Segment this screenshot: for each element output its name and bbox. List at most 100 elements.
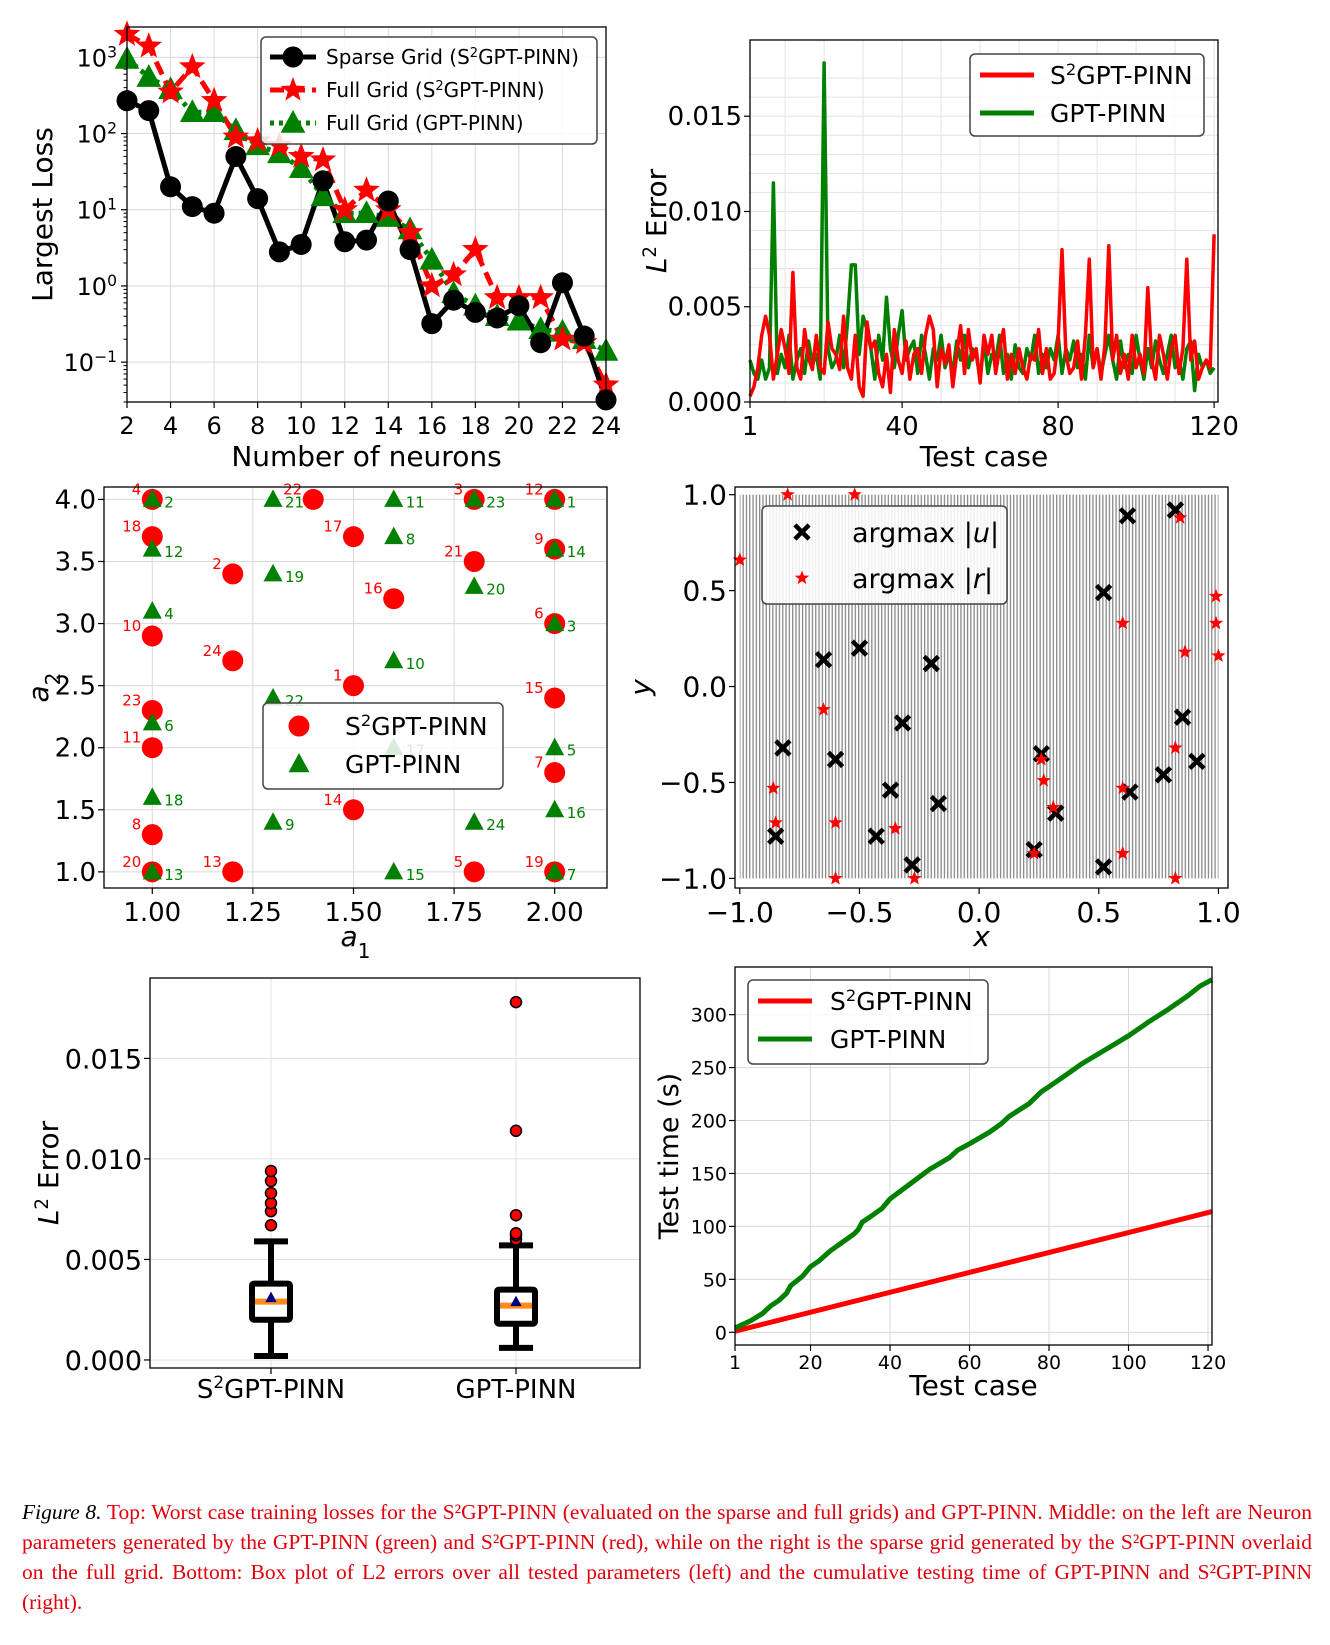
outlier-point (264, 1219, 278, 1232)
outlier-point (264, 1164, 278, 1178)
mean-marker (510, 1295, 522, 1307)
data-point (421, 313, 443, 335)
legend-label: argmax |u| (852, 518, 999, 549)
y-tick-label: 200 (691, 1111, 727, 1133)
x-tick-label: 1.0 (1196, 896, 1241, 929)
data-point (544, 762, 566, 784)
y-tick-label: 0.010 (668, 197, 742, 227)
data-point (142, 539, 162, 557)
data-point (342, 799, 364, 821)
data-point (356, 229, 377, 251)
data-point (768, 815, 783, 829)
data-point (342, 526, 364, 548)
data-point (867, 827, 885, 845)
plot-frame (149, 977, 641, 1369)
x-tick-label: −0.5 (825, 896, 893, 929)
y-axis-label: L2 Error (640, 168, 674, 273)
data-point (342, 675, 364, 697)
legend-marker (280, 77, 306, 101)
point-label: 15 (406, 866, 425, 884)
point-label: 12 (525, 480, 544, 498)
y-tick-label: −0.5 (659, 766, 727, 799)
x-tick-label: 100 (1110, 1352, 1146, 1374)
data-point (142, 861, 162, 880)
plot-frame (749, 39, 1219, 403)
y-axis-label: a2 (22, 673, 65, 703)
data-point (850, 639, 869, 657)
point-label: 16 (567, 804, 586, 822)
point-label: 24 (486, 816, 505, 834)
data-point (1115, 780, 1130, 795)
outlier-point (509, 1124, 523, 1138)
data-point (384, 526, 404, 545)
data-point (203, 202, 225, 224)
data-point (1034, 751, 1049, 766)
data-point (903, 856, 921, 874)
x-axis-label: Test case (908, 1369, 1037, 1402)
data-point (354, 200, 379, 223)
data-point (929, 794, 948, 813)
data-point (1168, 740, 1183, 754)
data-point (1036, 773, 1051, 787)
x-tick-label: 10 (286, 412, 317, 440)
y-tick-label: 103 (77, 43, 117, 72)
point-label: 4 (132, 480, 142, 498)
panel-middle-left-neuron-params: 1.00 1.25 1.50 1.75 2.00 1.0 1.5 2.0 2.5 3.0 3.5 4.… (22, 480, 608, 963)
point-label: 7 (567, 866, 577, 884)
legend-label: argmax |r| (852, 564, 993, 595)
data-point (545, 737, 565, 756)
x-tick-label: 22 (547, 412, 578, 440)
x-tick-label: S2GPT-PINN (197, 1372, 345, 1405)
x-tick-label: 4 (163, 412, 178, 440)
data-point (549, 325, 576, 351)
legend-marker (288, 715, 310, 737)
y-tick-label: 300 (691, 1005, 727, 1027)
legend-label: S2GPT-PINN (1050, 60, 1193, 91)
data-point (462, 235, 489, 261)
x-tick-label: 1.00 (123, 898, 181, 928)
x-tick-label: 8 (250, 412, 265, 440)
legend-marker (793, 523, 811, 541)
data-point (142, 601, 162, 619)
data-point (893, 714, 912, 732)
data-point (922, 654, 940, 673)
data-point (767, 827, 785, 845)
data-point (544, 687, 566, 709)
y-tick-label: 10−1 (63, 348, 117, 377)
y-tick-label: 0.015 (668, 102, 742, 132)
y-tick-label: 0.015 (65, 1044, 142, 1075)
legend-label: GPT-PINN (830, 1025, 946, 1054)
y-tick-label: 0.0 (682, 671, 727, 704)
x-axis-label: Number of neurons (231, 440, 501, 473)
data-point (418, 271, 446, 298)
x-tick-label: GPT-PINN (456, 1375, 577, 1405)
data-point (888, 821, 903, 835)
x-tick-label: 1.75 (425, 898, 483, 928)
point-label: 10 (406, 655, 425, 673)
point-label: 19 (525, 853, 544, 871)
data-point (312, 170, 334, 192)
x-axis-label: x (972, 920, 990, 953)
data-point (486, 307, 508, 329)
data-point (816, 702, 831, 716)
panel-middle-right-sparse-grid: −1.0 −0.5 0.0 0.5 1.0 −1.0 −0.5 0.0 0.5 1.0 x y argm… (624, 479, 1241, 953)
data-point (483, 283, 511, 310)
point-label: 8 (132, 816, 142, 834)
data-point (267, 140, 292, 164)
data-point (138, 100, 160, 122)
data-point (774, 739, 792, 757)
point-label: 23 (122, 691, 141, 709)
data-point (545, 613, 565, 632)
x-tick-label: 6 (206, 412, 221, 440)
data-point (263, 812, 283, 830)
legend-marker (794, 570, 810, 585)
y-tick-label: 101 (77, 196, 117, 225)
y-tick-label: 0.005 (668, 293, 742, 323)
y-tick-label: 150 (691, 1163, 727, 1185)
point-label: 7 (534, 754, 544, 772)
data-point (179, 99, 205, 123)
data-point (384, 861, 404, 880)
x-tick-label: 2 (119, 412, 134, 440)
plot-frame (734, 486, 1229, 889)
point-label: 14 (567, 543, 586, 561)
